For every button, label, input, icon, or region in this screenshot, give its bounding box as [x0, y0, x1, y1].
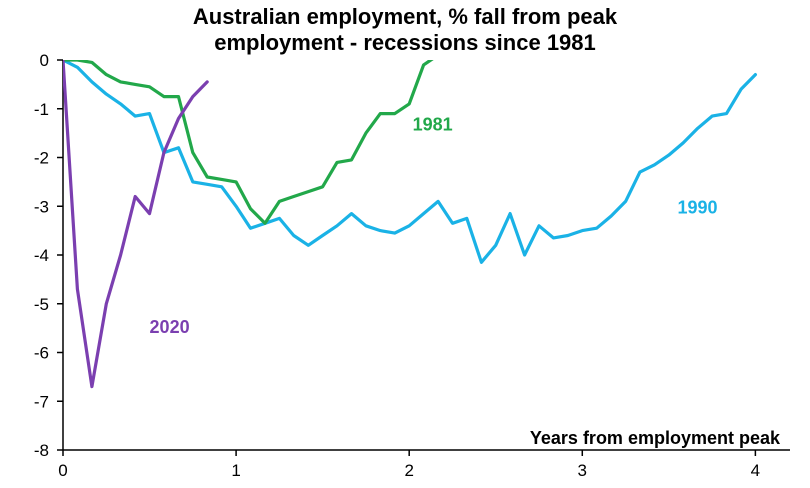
- y-tick-label: -5: [34, 295, 49, 314]
- series-labels: 1990 1981 2020: [150, 115, 718, 337]
- x-tick-label: 1: [231, 461, 240, 480]
- y-tick-label: -3: [34, 197, 49, 216]
- y-tick-label: 0: [40, 51, 49, 70]
- y-tick-label: -8: [34, 441, 49, 460]
- x-tick-label: 4: [751, 461, 760, 480]
- x-tick-label: 2: [404, 461, 413, 480]
- y-tick-label: -6: [34, 344, 49, 363]
- y-tick-label: -1: [34, 100, 49, 119]
- series-label-1981: 1981: [413, 115, 453, 135]
- x-tick-label: 0: [58, 461, 67, 480]
- x-tick-label: 3: [578, 461, 587, 480]
- chart-title-line-1: Australian employment, % fall from peak: [192, 4, 618, 29]
- series-line-1981: [63, 60, 434, 225]
- series-label-1990: 1990: [677, 198, 717, 218]
- x-axis-label: Years from employment peak: [530, 428, 781, 448]
- series-layer: [63, 60, 758, 389]
- y-tick-label: -7: [34, 392, 49, 411]
- series-line-1990: [63, 60, 758, 264]
- series-label-2020: 2020: [150, 317, 190, 337]
- y-tick-label: -4: [34, 246, 49, 265]
- chart-title-line-2: employment - recessions since 1981: [214, 30, 596, 55]
- series-line-2020: [63, 60, 209, 389]
- axes: 0 -1 -2 -3 -4 -5 -6 -7 -8 0 1 2 3 4: [34, 51, 790, 480]
- y-tick-label: -2: [34, 149, 49, 168]
